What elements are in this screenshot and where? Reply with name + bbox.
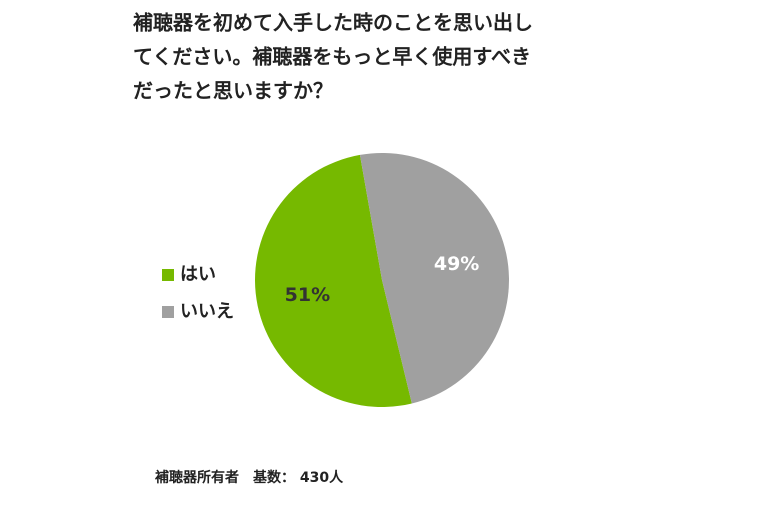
chart-title: 補聴器を初めて入手した時のことを思い出し — [132, 11, 533, 35]
chart-title: だったと思いますか？ — [133, 79, 333, 103]
data-label: 49% — [434, 253, 479, 275]
legend-label: いいえ — [180, 301, 234, 322]
pie-slice — [359, 152, 510, 404]
data-label: 51% — [285, 284, 330, 306]
chart-title: てください。補聴器をもっと早く使用すべき — [133, 45, 531, 69]
legend-swatch — [162, 269, 174, 281]
legend-label: はい — [180, 264, 216, 285]
pie-slice — [255, 154, 412, 407]
note: 補聴器所有者 基数： 430人 — [154, 469, 344, 486]
legend-swatch — [162, 306, 174, 318]
